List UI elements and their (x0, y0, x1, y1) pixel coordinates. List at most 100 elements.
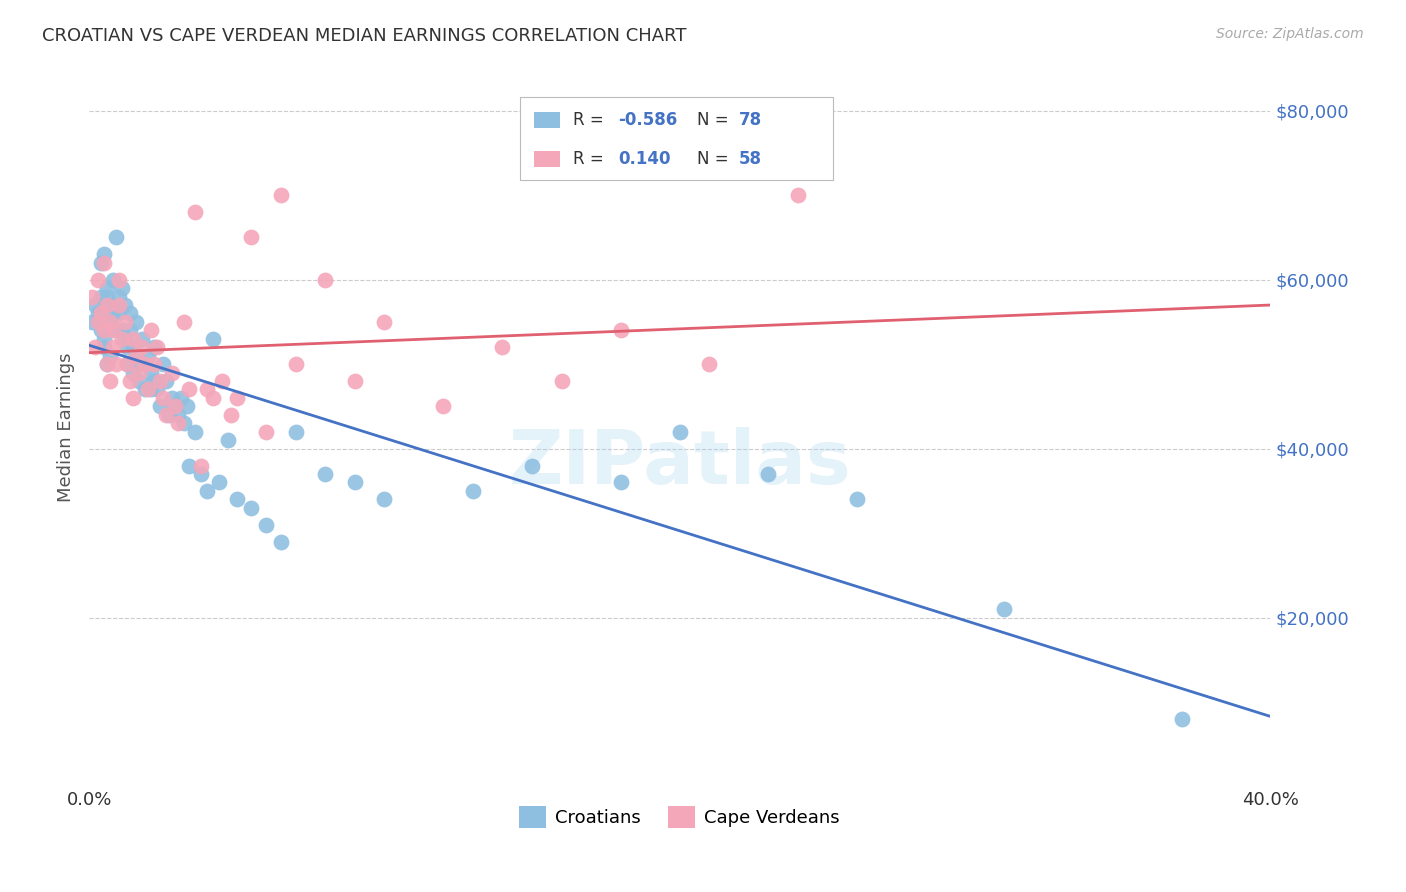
Point (117, 357, 139, 371)
Point (128, 366, 150, 380)
Point (190, 467, 212, 481)
Text: N =: N = (697, 112, 734, 129)
Point (146, 340, 169, 354)
Point (107, 306, 129, 320)
Point (101, 340, 124, 354)
Point (155, 374, 177, 388)
Point (107, 273, 129, 287)
Point (93, 340, 115, 354)
Point (122, 366, 145, 380)
Point (149, 374, 172, 388)
Point (240, 500, 263, 515)
Point (114, 315, 136, 329)
Point (217, 433, 239, 447)
Point (139, 366, 162, 380)
Point (176, 400, 198, 414)
Point (125, 315, 148, 329)
Point (131, 332, 153, 346)
Point (80, 289, 103, 303)
FancyBboxPatch shape (534, 112, 561, 128)
Point (107, 298, 129, 312)
Point (211, 374, 233, 388)
Point (117, 357, 139, 371)
Point (101, 273, 124, 287)
Point (96, 357, 118, 371)
Point (93, 256, 115, 270)
Point (373, 315, 395, 329)
Point (139, 383, 162, 397)
Text: 0.140: 0.140 (619, 150, 671, 169)
Point (122, 391, 145, 405)
Point (90, 256, 112, 270)
Point (84, 340, 107, 354)
Point (134, 357, 156, 371)
Point (149, 400, 172, 414)
Point (166, 408, 188, 422)
Point (173, 417, 195, 431)
Point (87, 315, 110, 329)
Point (184, 425, 207, 439)
Point (96, 281, 118, 295)
Point (98, 315, 121, 329)
Point (128, 357, 150, 371)
Point (143, 340, 166, 354)
Legend: Croatians, Cape Verdeans: Croatians, Cape Verdeans (512, 798, 848, 835)
Point (373, 492, 395, 507)
Point (122, 340, 145, 354)
Point (110, 323, 132, 337)
Point (117, 340, 139, 354)
Point (98, 374, 121, 388)
Point (93, 247, 115, 261)
Point (202, 332, 225, 346)
Point (87, 273, 110, 287)
Point (432, 400, 454, 414)
Point (122, 332, 145, 346)
Point (609, 475, 631, 490)
Point (120, 323, 142, 337)
Point (202, 391, 225, 405)
Point (195, 383, 218, 397)
Point (96, 298, 118, 312)
Point (107, 289, 129, 303)
Point (225, 391, 247, 405)
Point (101, 306, 124, 320)
Text: 78: 78 (738, 112, 762, 129)
Point (136, 383, 159, 397)
Point (104, 230, 127, 244)
Point (87, 306, 110, 320)
Point (1170, 712, 1192, 726)
Point (461, 483, 484, 498)
Point (114, 298, 136, 312)
Point (152, 391, 174, 405)
Point (225, 492, 247, 507)
Point (756, 467, 779, 481)
Point (160, 391, 183, 405)
Point (845, 492, 868, 507)
Point (343, 475, 366, 490)
Point (160, 366, 183, 380)
Point (90, 306, 112, 320)
Point (240, 230, 263, 244)
FancyBboxPatch shape (520, 97, 834, 180)
Point (270, 534, 292, 549)
Point (163, 400, 186, 414)
Point (254, 425, 277, 439)
Point (114, 332, 136, 346)
Point (254, 517, 277, 532)
Point (93, 332, 115, 346)
Point (104, 323, 127, 337)
Point (208, 475, 231, 490)
Text: R =: R = (574, 112, 609, 129)
Point (98, 315, 121, 329)
Text: -0.586: -0.586 (619, 112, 678, 129)
Text: CROATIAN VS CAPE VERDEAN MEDIAN EARNINGS CORRELATION CHART: CROATIAN VS CAPE VERDEAN MEDIAN EARNINGS… (42, 27, 686, 45)
Text: 58: 58 (738, 150, 762, 169)
FancyBboxPatch shape (534, 152, 561, 167)
Point (104, 357, 127, 371)
Point (520, 458, 543, 473)
Y-axis label: Median Earnings: Median Earnings (58, 352, 75, 502)
Point (491, 340, 513, 354)
Point (96, 357, 118, 371)
Point (146, 383, 169, 397)
Point (550, 374, 572, 388)
